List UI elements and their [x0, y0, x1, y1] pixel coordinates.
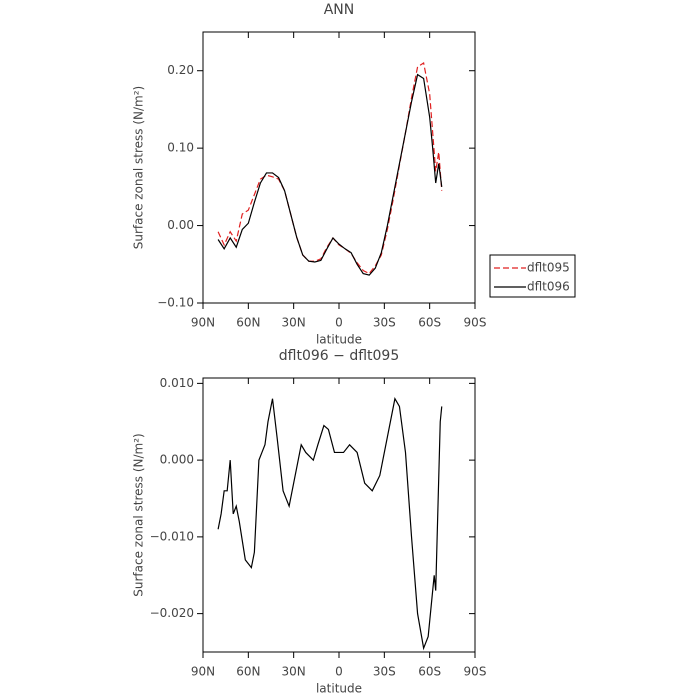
legend-label: dflt096: [527, 280, 570, 294]
x-axis-label: latitude: [316, 333, 362, 347]
y-tick-label: 0.10: [167, 141, 194, 155]
x-tick-label: 30N: [282, 665, 306, 679]
y-tick-label: 0.000: [160, 453, 194, 467]
x-tick-label: 90S: [464, 316, 487, 330]
x-tick-label: 30S: [373, 316, 396, 330]
x-tick-label: 60S: [418, 316, 441, 330]
x-tick-label: 0: [335, 316, 343, 330]
legend-label: dflt095: [527, 261, 570, 275]
y-axis-label: Surface zonal stress (N/m²): [132, 86, 146, 250]
x-tick-label: 60N: [236, 316, 260, 330]
data-line: [217, 73, 443, 276]
chart-title: dflt096 − dflt095: [279, 348, 399, 364]
legend-box: [489, 254, 576, 298]
y-tick-label: 0.20: [167, 63, 194, 77]
y-tick-label: 0.010: [160, 376, 194, 390]
x-tick-label: 30N: [282, 316, 306, 330]
y-tick-label: −0.10: [157, 296, 194, 310]
data-line: [217, 397, 443, 651]
x-tick-label: 0: [335, 665, 343, 679]
x-tick-label: 60S: [418, 665, 441, 679]
chart-title: ANN: [324, 2, 355, 18]
y-tick-label: −0.010: [150, 529, 194, 543]
y-tick-label: 0.00: [167, 218, 194, 232]
y-tick-label: −0.020: [150, 606, 194, 620]
data-line: [217, 61, 443, 275]
x-tick-label: 90N: [191, 316, 215, 330]
plot-frame: [202, 377, 476, 653]
x-tick-label: 90N: [191, 665, 215, 679]
x-axis-label: latitude: [316, 682, 362, 696]
x-tick-label: 30S: [373, 665, 396, 679]
y-axis-label: Surface zonal stress (N/m²): [132, 433, 146, 597]
x-tick-label: 60N: [236, 665, 260, 679]
x-tick-label: 90S: [464, 665, 487, 679]
